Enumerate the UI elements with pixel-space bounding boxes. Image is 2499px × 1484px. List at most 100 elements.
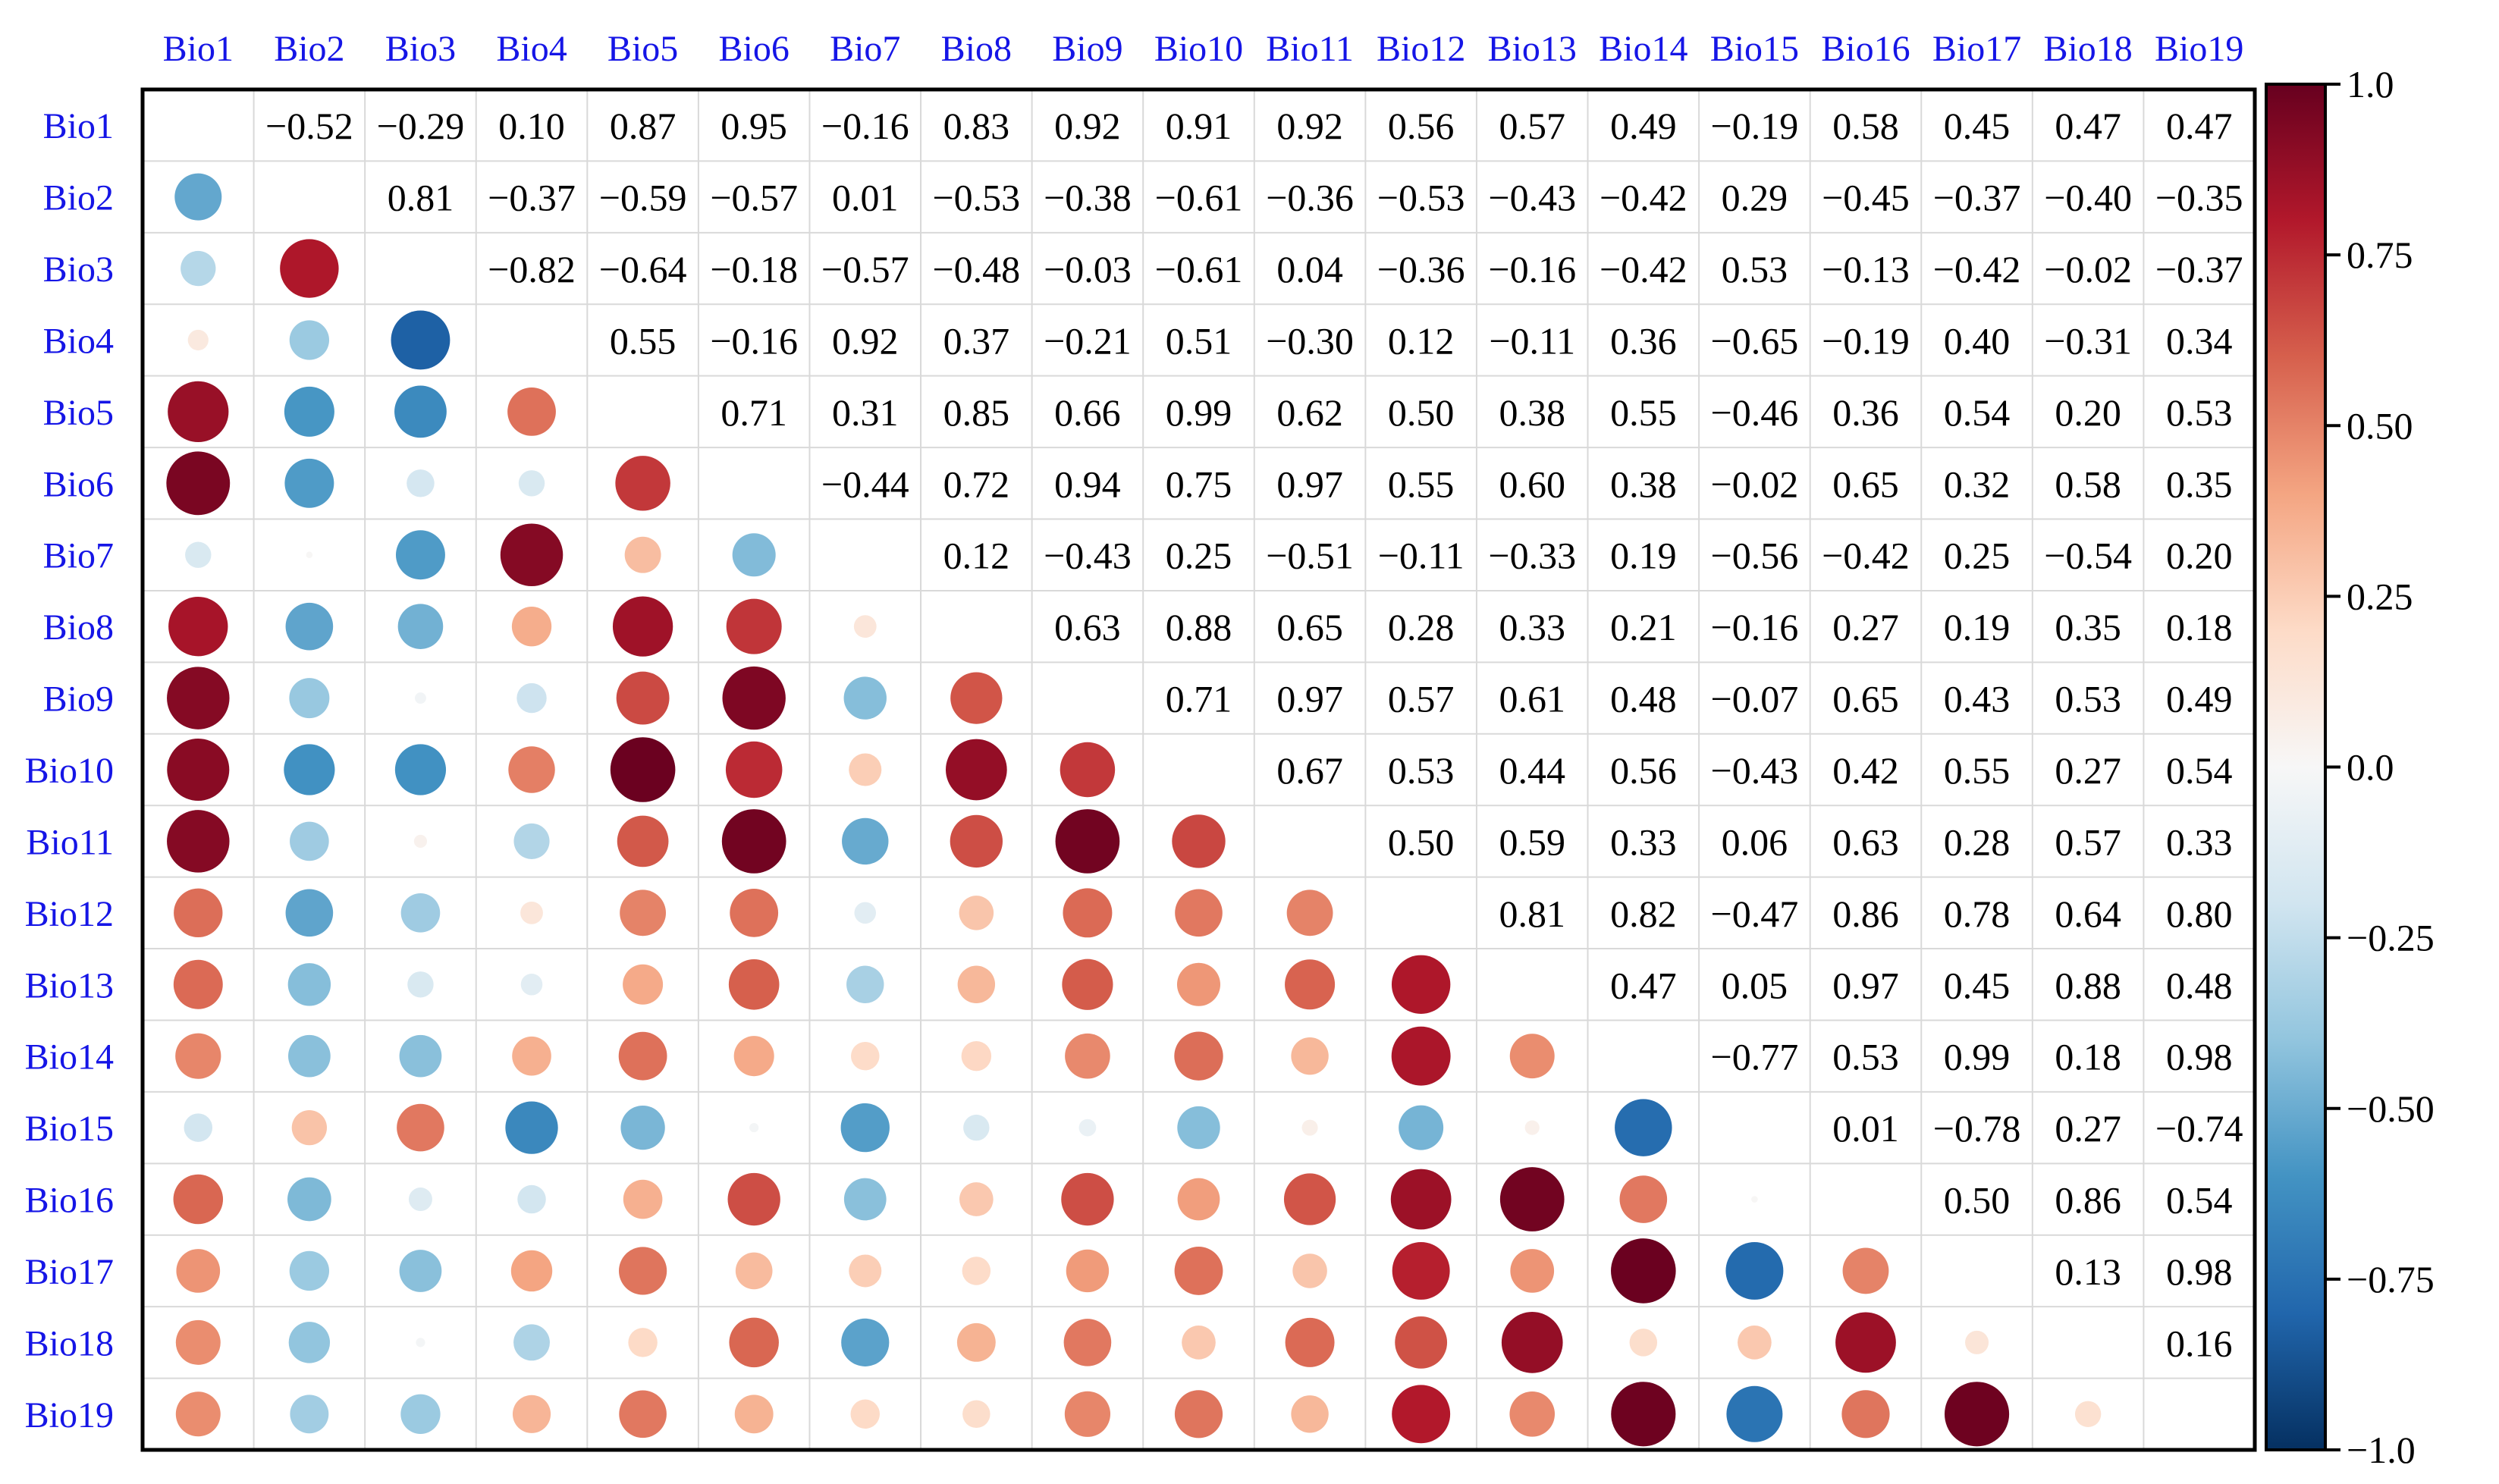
corr-value-bio11-bio18: 0.57 (2055, 820, 2121, 863)
row-labels: Bio1 Bio2 Bio3 Bio4 Bio5 Bio6 Bio7 Bio8 Bio9 Bio1… (25, 106, 114, 1435)
corr-value-bio3-bio14: −0.42 (1600, 248, 1687, 290)
corr-circle-bio11-bio6 (721, 809, 786, 874)
colorbar-tick-label: 1.0 (2347, 63, 2394, 105)
corr-circle-bio18-bio13 (1501, 1312, 1563, 1373)
corr-value-bio2-bio14: −0.42 (1600, 177, 1687, 219)
corr-value-bio11-bio17: 0.28 (1944, 820, 2011, 863)
corr-value-bio13-bio19: 0.48 (2166, 964, 2233, 1006)
corr-circle-bio17-bio11 (1292, 1253, 1327, 1288)
corr-value-bio1-bio12: 0.56 (1388, 105, 1455, 147)
corr-circle-bio9-bio1 (167, 667, 230, 729)
corr-circle-bio18-bio4 (513, 1324, 550, 1361)
corr-value-bio1-bio18: 0.47 (2055, 105, 2121, 147)
corr-value-bio3-bio18: −0.02 (2044, 248, 2132, 290)
corr-value-bio3-bio11: 0.04 (1276, 248, 1343, 290)
row-label-bio12: Bio12 (25, 894, 114, 934)
corr-circle-bio9-bio3 (414, 692, 426, 704)
row-label-bio2: Bio2 (43, 178, 114, 218)
corr-value-bio10-bio13: 0.44 (1499, 749, 1565, 792)
corr-value-bio6-bio11: 0.97 (1276, 463, 1343, 505)
corr-circle-bio10-bio5 (610, 737, 676, 802)
corr-circle-bio13-bio9 (1062, 958, 1113, 1010)
corr-circle-bio10-bio2 (284, 744, 335, 795)
corr-value-bio1-bio10: 0.91 (1166, 105, 1232, 147)
corr-value-bio1-bio11: 0.92 (1276, 105, 1343, 147)
corr-circle-bio14-bio13 (1509, 1034, 1555, 1079)
corr-value-bio3-bio19: −0.37 (2155, 248, 2243, 290)
corr-value-bio7-bio9: −0.43 (1044, 535, 1132, 577)
corr-circle-bio14-bio12 (1391, 1026, 1451, 1086)
corr-circle-bio19-bio13 (1509, 1391, 1556, 1437)
corr-circle-bio15-bio11 (1301, 1119, 1318, 1136)
corr-circle-bio9-bio4 (516, 682, 547, 714)
corr-value-bio10-bio18: 0.27 (2055, 749, 2121, 792)
corr-value-bio7-bio10: 0.25 (1166, 535, 1232, 577)
colorbar: 1.0 0.75 0.50 0.25 0.0 −0.25 −0.50 −0.75 −1.0 (2265, 63, 2435, 1471)
corr-circle-bio7-bio2 (306, 551, 313, 559)
corr-circle-bio9-bio8 (950, 672, 1003, 724)
corr-value-bio8-bio12: 0.28 (1388, 606, 1455, 648)
corr-circle-bio13-bio3 (407, 971, 434, 998)
column-labels: Bio1 Bio2 Bio3 Bio4 Bio5 Bio6 Bio7 Bio8 Bio9 Bio1… (163, 29, 2244, 69)
corr-circle-bio16-bio15 (1751, 1196, 1758, 1203)
column-label-bio7: Bio7 (830, 29, 900, 69)
corr-circle-bio17-bio16 (1842, 1247, 1889, 1294)
corr-value-bio5-bio10: 0.99 (1166, 391, 1232, 434)
corr-value-bio3-bio10: −0.61 (1155, 248, 1243, 290)
corr-value-bio4-bio18: −0.31 (2044, 319, 2132, 362)
corr-circle-bio7-bio1 (185, 541, 212, 568)
corr-value-bio12-bio13: 0.81 (1499, 893, 1565, 935)
corr-circle-bio10-bio8 (946, 739, 1007, 801)
corr-circle-bio7-bio5 (624, 536, 661, 573)
corr-circle-bio16-bio2 (287, 1177, 331, 1222)
corr-value-bio3-bio7: −0.57 (821, 248, 909, 290)
corr-circle-bio4-bio2 (289, 320, 330, 360)
corr-circle-bio16-bio4 (517, 1184, 546, 1214)
corr-value-bio14-bio17: 0.99 (1944, 1036, 2011, 1078)
corr-value-bio7-bio8: 0.12 (943, 535, 1010, 577)
corr-value-bio9-bio18: 0.53 (2055, 678, 2121, 720)
corr-circle-bio16-bio3 (408, 1188, 432, 1212)
corr-circle-bio5-bio4 (507, 387, 556, 436)
column-label-bio3: Bio3 (385, 29, 456, 69)
column-label-bio19: Bio19 (2155, 29, 2243, 69)
row-label-bio8: Bio8 (43, 607, 114, 648)
corr-circle-bio8-bio1 (168, 596, 228, 657)
corr-circle-bio18-bio7 (841, 1318, 890, 1366)
corr-value-bio11-bio19: 0.33 (2166, 820, 2233, 863)
corr-value-bio2-bio9: −0.38 (1044, 177, 1132, 219)
corr-circle-bio11-bio9 (1055, 809, 1120, 874)
corr-circle-bio17-bio12 (1392, 1241, 1450, 1300)
column-label-bio14: Bio14 (1599, 29, 1687, 69)
colorbar-tick-label: 0.50 (2347, 404, 2413, 447)
corr-circle-bio6-bio3 (407, 469, 435, 497)
corr-value-bio17-bio19: 0.98 (2166, 1250, 2233, 1293)
corr-value-bio1-bio8: 0.83 (943, 105, 1010, 147)
corr-circle-bio15-bio6 (749, 1123, 759, 1133)
matrix-cells: −0.52 −0.29 0.10 0.87 0.95 −0.16 0.83 0.92 0.91 0… (166, 105, 2243, 1447)
corr-circle-bio19-bio11 (1291, 1395, 1329, 1433)
corr-value-bio4-bio9: −0.21 (1044, 319, 1132, 362)
corr-value-bio6-bio19: 0.35 (2166, 463, 2233, 505)
corr-circle-bio16-bio8 (959, 1182, 994, 1216)
corr-circle-bio16-bio6 (727, 1172, 780, 1226)
corr-circle-bio2-bio1 (174, 173, 222, 221)
corr-circle-bio18-bio17 (1965, 1330, 1989, 1354)
corr-circle-bio14-bio8 (961, 1040, 992, 1071)
corr-circle-bio19-bio16 (1841, 1390, 1890, 1439)
corr-value-bio5-bio7: 0.31 (832, 391, 899, 434)
corr-circle-bio16-bio1 (173, 1174, 224, 1225)
corr-circle-bio13-bio2 (287, 963, 331, 1006)
corr-value-bio14-bio16: 0.53 (1832, 1036, 1899, 1078)
column-label-bio13: Bio13 (1488, 29, 1577, 69)
corr-circle-bio19-bio18 (2074, 1401, 2102, 1427)
corr-value-bio9-bio12: 0.57 (1388, 678, 1455, 720)
corr-value-bio17-bio18: 0.13 (2055, 1250, 2121, 1293)
corr-value-bio14-bio15: −0.77 (1711, 1036, 1799, 1078)
corr-circle-bio19-bio5 (619, 1390, 667, 1439)
corr-circle-bio16-bio9 (1061, 1172, 1114, 1226)
row-label-bio4: Bio4 (43, 321, 114, 361)
corr-value-bio5-bio14: 0.55 (1610, 391, 1677, 434)
corr-value-bio16-bio18: 0.86 (2055, 1179, 2121, 1222)
corr-value-bio1-bio5: 0.87 (610, 105, 677, 147)
